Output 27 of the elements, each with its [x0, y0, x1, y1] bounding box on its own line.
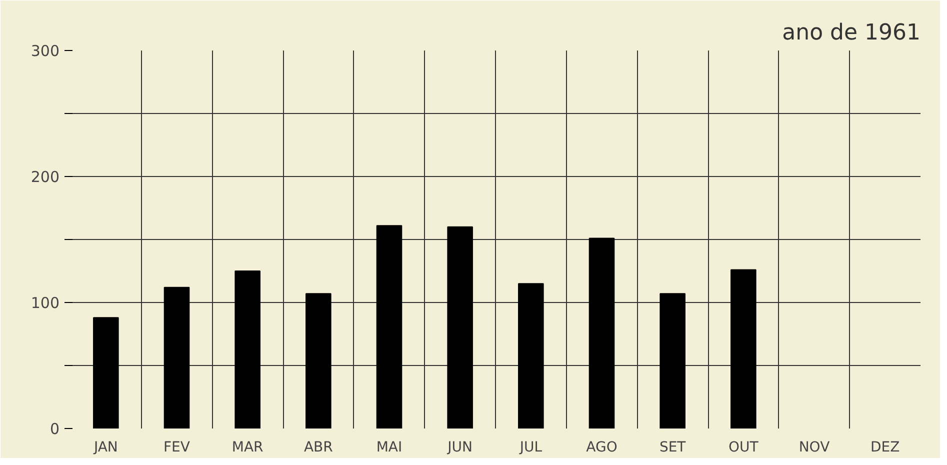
- x-tick-label: ABR: [304, 440, 334, 456]
- bar: [660, 293, 686, 428]
- y-tick-label: 100: [30, 294, 60, 312]
- bar: [376, 225, 402, 428]
- x-tick-label: MAI: [376, 440, 402, 456]
- bar: [518, 283, 544, 428]
- y-tick-label: 200: [30, 168, 60, 186]
- bar: [93, 317, 119, 428]
- x-tick-label: MAR: [232, 440, 264, 456]
- x-tick-label: OUT: [728, 440, 759, 456]
- x-tick-label: NOV: [798, 440, 830, 456]
- bar: [164, 286, 190, 428]
- x-tick-label: JUN: [446, 440, 473, 456]
- bar: [588, 238, 615, 428]
- bar: [730, 269, 756, 428]
- x-tick-label: JAN: [92, 440, 118, 456]
- bar: [447, 226, 473, 428]
- y-tick-label: 300: [30, 42, 60, 60]
- bar: [234, 270, 260, 428]
- y-tick-label: 0: [50, 420, 60, 438]
- bar: [306, 293, 332, 428]
- x-tick-label: SET: [659, 440, 686, 456]
- x-tick-label: DEZ: [870, 440, 900, 456]
- x-tick-label: FEV: [164, 440, 190, 456]
- chart-title: ano de 1961: [782, 20, 920, 46]
- x-tick-label: JUL: [518, 440, 542, 456]
- x-tick-label: AGO: [586, 440, 618, 456]
